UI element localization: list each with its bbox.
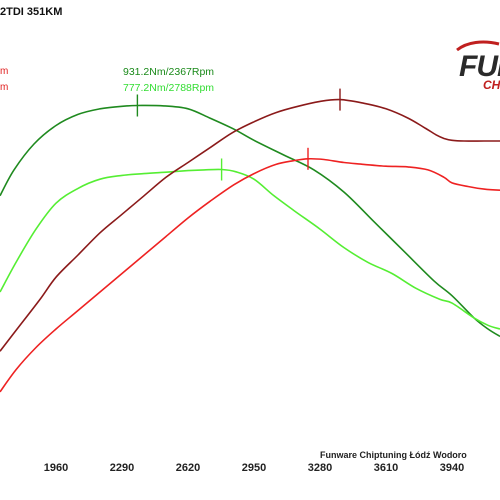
logo-subtext: CH <box>483 78 500 92</box>
brand-logo: FUN CH <box>455 40 500 92</box>
curve-power-tuned <box>0 98 500 352</box>
curve-power-stock <box>0 157 500 393</box>
peak-label-torque-stock: 777.2Nm/2788Rpm <box>123 82 215 94</box>
logo-text: FUN <box>459 50 500 83</box>
x-tick-label: 2290 <box>110 462 134 474</box>
peak-markers-layer <box>136 88 341 181</box>
curve-torque-stock <box>0 168 500 330</box>
logo-swoosh-icon <box>456 40 500 52</box>
x-tick-label: 2620 <box>176 462 200 474</box>
x-tick-label: 3280 <box>308 462 332 474</box>
legend-entry-power-stock: m <box>0 82 9 93</box>
curve-torque-tuned <box>0 104 500 338</box>
curves-layer <box>0 98 500 393</box>
footer-credit: Funware Chiptuning Łódź Wodoro <box>320 450 467 460</box>
legend-entry-power-tuned: m <box>0 66 9 77</box>
x-tick-label: 3610 <box>374 462 398 474</box>
x-axis: 1960 2290 2620 2950 3280 3610 3940 <box>44 462 464 474</box>
chart-title: 2TDI 351KM <box>0 6 63 18</box>
x-tick-label: 3940 <box>440 462 464 474</box>
x-tick-label: 2950 <box>242 462 266 474</box>
peak-label-torque-tuned: 931.2Nm/2367Rpm <box>123 66 215 78</box>
x-tick-label: 1960 <box>44 462 68 474</box>
